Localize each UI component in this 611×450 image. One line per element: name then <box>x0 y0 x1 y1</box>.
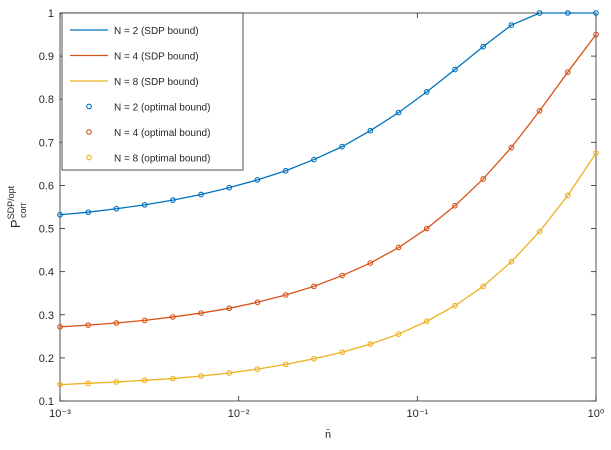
marker <box>339 143 345 150</box>
marker <box>311 156 317 163</box>
marker <box>311 355 317 362</box>
marker <box>564 69 571 75</box>
marker <box>395 109 402 116</box>
legend-label: N = 8 (SDP bound) <box>114 77 199 88</box>
marker <box>85 380 92 387</box>
y-tick-label: 0.2 <box>39 353 54 365</box>
marker <box>57 381 63 388</box>
marker <box>564 10 571 16</box>
marker <box>339 349 345 356</box>
marker <box>423 318 430 325</box>
legend-swatch <box>86 154 92 161</box>
series-line <box>59 152 597 386</box>
x-tick-label: 10⁻³ <box>49 408 71 420</box>
marker <box>367 127 374 134</box>
marker <box>480 176 487 182</box>
marker <box>536 108 543 114</box>
marker <box>508 22 515 28</box>
marker <box>508 144 515 151</box>
y-tick-label: 0.6 <box>39 180 54 192</box>
marker <box>85 322 92 328</box>
y-tick-label: 1 <box>48 8 54 20</box>
marker <box>282 361 289 368</box>
y-label-base: P <box>8 219 23 228</box>
marker <box>254 366 261 372</box>
marker <box>226 305 233 312</box>
marker <box>536 10 543 16</box>
marker <box>452 202 458 209</box>
marker <box>113 205 120 212</box>
marker <box>339 272 345 279</box>
marker <box>480 43 487 50</box>
marker <box>423 89 430 95</box>
marker <box>113 379 120 385</box>
y-label-sub: corr <box>18 202 28 218</box>
marker <box>593 150 599 156</box>
legend-label: N = 8 (optimal bound) <box>114 154 210 165</box>
series-line <box>59 34 597 328</box>
legend-label: N = 4 (optimal bound) <box>114 128 210 139</box>
x-tick-label: 10⁻¹ <box>406 408 428 420</box>
y-tick-label: 0.3 <box>39 310 54 322</box>
marker <box>282 292 289 298</box>
y-tick-label: 0.5 <box>39 224 54 236</box>
y-tick-label: 0.4 <box>39 267 54 279</box>
marker <box>452 302 458 309</box>
marker <box>254 176 261 183</box>
marker <box>226 370 233 376</box>
marker <box>141 201 148 208</box>
x-tick-label: 10⁰ <box>588 408 605 420</box>
marker <box>198 191 204 198</box>
y-tick-label: 0.9 <box>39 51 54 63</box>
marker <box>141 377 148 384</box>
legend: N = 2 (SDP bound) N = 4 (SDP bound) N = 8 … <box>61 12 244 171</box>
marker <box>593 31 599 38</box>
marker <box>141 317 148 324</box>
y-tick-label: 0.1 <box>39 396 54 408</box>
marker <box>564 192 571 199</box>
legend-swatch <box>86 103 92 110</box>
legend-label: N = 2 (optimal bound) <box>114 103 210 114</box>
marker <box>480 283 487 290</box>
marker <box>169 197 176 203</box>
x-tick-label: 10⁻² <box>228 408 250 420</box>
x-axis-label: n̄ <box>325 428 331 441</box>
marker <box>282 167 289 174</box>
marker <box>395 244 402 251</box>
marker <box>113 320 120 326</box>
marker <box>536 228 543 235</box>
marker <box>452 66 458 73</box>
marker <box>593 10 599 16</box>
marker <box>169 314 176 320</box>
marker <box>198 373 204 379</box>
marker <box>367 260 374 266</box>
marker <box>169 375 176 382</box>
y-label-sup: SDP/opt <box>6 185 16 219</box>
marker <box>198 310 204 316</box>
marker <box>226 184 233 191</box>
marker <box>254 299 261 306</box>
marker <box>508 258 515 265</box>
marker <box>57 211 63 218</box>
marker <box>85 209 92 216</box>
series-line <box>59 12 596 216</box>
marker <box>395 331 402 338</box>
marker <box>423 225 430 232</box>
legend-box <box>61 12 244 171</box>
y-axis-label: PSDP/opt corr <box>6 185 28 228</box>
legend-label: N = 4 (SDP bound) <box>114 52 199 63</box>
marker <box>57 323 63 330</box>
marker <box>311 283 317 290</box>
legend-swatch <box>86 129 92 135</box>
marker <box>367 341 374 347</box>
y-tick-label: 0.7 <box>39 137 54 149</box>
y-tick-label: 0.8 <box>39 94 54 106</box>
legend-label: N = 2 (SDP bound) <box>114 26 199 37</box>
